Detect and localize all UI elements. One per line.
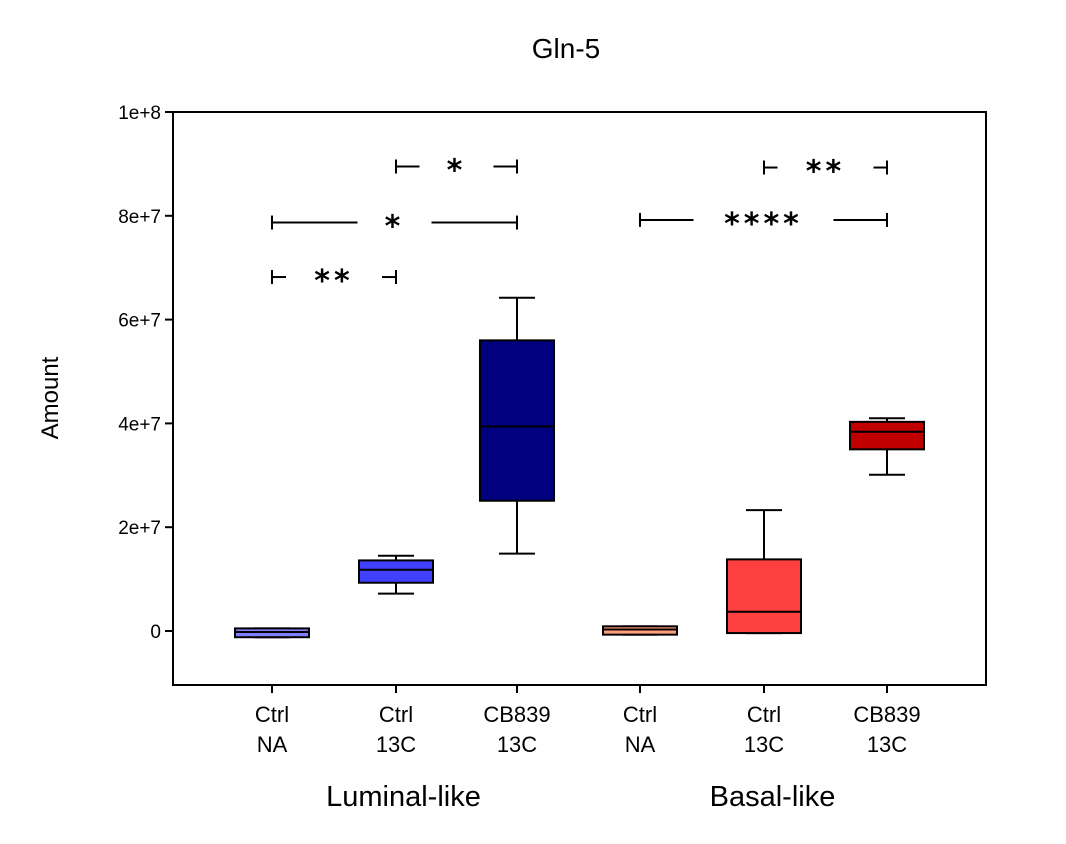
x-tick-label-line1: Ctrl bbox=[379, 702, 413, 727]
x-tick-label-line1: Ctrl bbox=[747, 702, 781, 727]
significance-label: ** bbox=[314, 264, 353, 299]
x-tick-label-line1: Ctrl bbox=[255, 702, 289, 727]
x-tick-label-line2: NA bbox=[625, 732, 656, 757]
x-tick-label-line2: 13C bbox=[497, 732, 537, 757]
y-tick-label: 4e+7 bbox=[118, 414, 161, 435]
box bbox=[358, 559, 434, 584]
box bbox=[602, 625, 678, 636]
y-tick-label: 2e+7 bbox=[118, 518, 161, 539]
x-tick-label-line1: CB839 bbox=[483, 702, 550, 727]
significance-label: **** bbox=[724, 207, 803, 242]
box bbox=[849, 420, 925, 451]
y-tick-label: 8e+7 bbox=[118, 207, 161, 228]
group-label: Basal-like bbox=[710, 781, 836, 813]
x-tick-label-line2: 13C bbox=[376, 732, 416, 757]
x-tick-label-line1: Ctrl bbox=[623, 702, 657, 727]
y-tick-label: 6e+7 bbox=[118, 311, 161, 332]
x-tick-label-line1: CB839 bbox=[853, 702, 920, 727]
plot-frame bbox=[172, 111, 987, 686]
group-label: Luminal-like bbox=[326, 781, 481, 813]
y-axis-label: Amount bbox=[37, 356, 64, 439]
x-tick-label-line2: NA bbox=[257, 732, 288, 757]
significance-label: ** bbox=[806, 155, 845, 190]
significance-label: * bbox=[447, 153, 467, 188]
y-tick-label: 0 bbox=[150, 622, 161, 643]
box bbox=[479, 339, 555, 502]
x-tick-label-line2: 13C bbox=[744, 732, 784, 757]
chart-title: Gln-5 bbox=[532, 33, 600, 64]
x-tick-label-line2: 13C bbox=[867, 732, 907, 757]
significance-label: * bbox=[385, 210, 405, 245]
box bbox=[726, 558, 802, 635]
y-tick-label: 1e+8 bbox=[118, 103, 161, 124]
